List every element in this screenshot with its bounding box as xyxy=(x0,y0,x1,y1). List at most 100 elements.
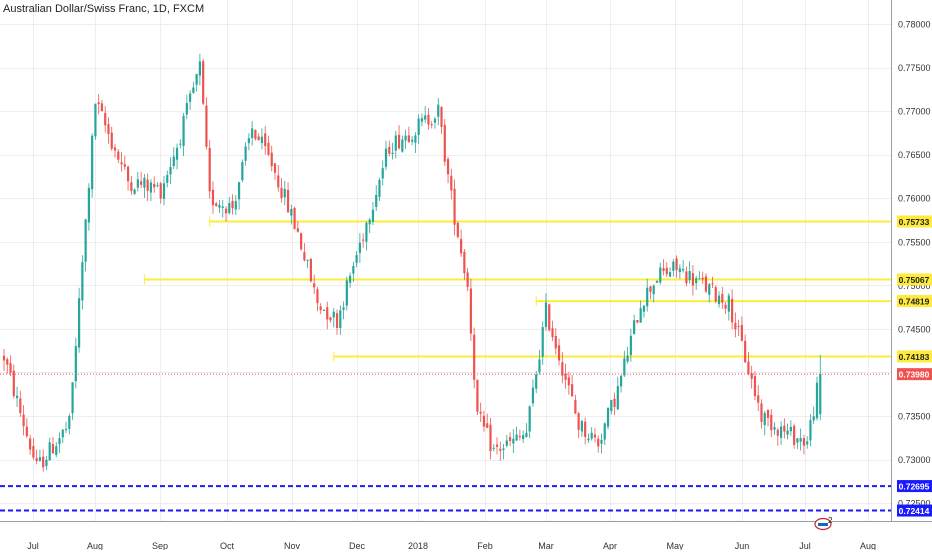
candle xyxy=(358,233,361,263)
candle-body xyxy=(162,183,166,199)
price-badge-label: 0.75733 xyxy=(899,217,930,227)
candle-body xyxy=(143,177,146,188)
time-tick-label: Oct xyxy=(220,541,235,550)
candle xyxy=(345,276,348,311)
candle-body xyxy=(411,139,414,142)
candle-body xyxy=(251,128,254,139)
candle xyxy=(753,371,757,401)
candle xyxy=(48,437,51,461)
candle xyxy=(404,129,407,149)
price-tick-label: 0.76500 xyxy=(898,150,931,160)
candle-body xyxy=(753,376,757,397)
candle-body xyxy=(642,305,646,312)
candle xyxy=(779,421,783,445)
candle xyxy=(306,259,309,268)
candle-body xyxy=(270,152,273,167)
candle xyxy=(9,355,12,377)
candle-body xyxy=(633,320,636,335)
candle xyxy=(802,434,806,455)
price-badge: 0.75733 xyxy=(897,215,932,228)
candle xyxy=(153,176,156,193)
candle-body xyxy=(397,134,401,149)
candle-body xyxy=(159,183,162,199)
candle xyxy=(518,429,521,441)
candle xyxy=(414,132,417,153)
candle-body xyxy=(802,438,806,446)
candle-body xyxy=(688,271,691,281)
candle xyxy=(270,145,273,172)
candle-body xyxy=(584,421,587,437)
candle-body xyxy=(231,200,234,209)
candle xyxy=(71,382,74,420)
candle-body xyxy=(136,179,139,188)
candle xyxy=(815,376,819,421)
candle xyxy=(87,183,90,231)
candle-body xyxy=(616,386,619,410)
candle xyxy=(149,179,153,202)
candle xyxy=(551,320,554,341)
candle xyxy=(489,417,492,460)
candle xyxy=(446,156,450,184)
candle xyxy=(528,405,531,439)
candle-body xyxy=(110,132,113,149)
candle xyxy=(704,273,708,294)
candle xyxy=(326,301,329,330)
candle xyxy=(691,265,695,296)
candle-body xyxy=(77,298,81,348)
candle-body xyxy=(799,438,802,442)
candle xyxy=(580,419,584,437)
candle xyxy=(463,248,466,280)
candle-body xyxy=(61,429,64,438)
candle-body xyxy=(224,208,228,214)
candle xyxy=(557,338,561,366)
candle-body xyxy=(796,438,799,443)
candle-body xyxy=(424,115,427,120)
candle xyxy=(322,309,326,312)
flag-icon[interactable]: 2 xyxy=(814,516,833,531)
candle-body xyxy=(218,204,221,208)
candle-body xyxy=(192,87,195,93)
candle-body xyxy=(518,436,521,438)
price-tick-label: 0.73500 xyxy=(898,411,931,421)
candle xyxy=(401,135,404,153)
candle-body xyxy=(358,242,361,253)
candle-body xyxy=(342,307,345,310)
candle-body xyxy=(202,61,205,104)
time-axis[interactable]: Jul Aug Sep Oct Nov Dec 2018 Feb Mar Apr May Jun Jul… xyxy=(27,541,876,551)
candle-body xyxy=(381,168,384,179)
candle-body xyxy=(577,413,580,430)
candle xyxy=(636,319,639,324)
candle-body xyxy=(427,114,430,125)
candle-body xyxy=(655,280,659,283)
candle xyxy=(247,133,250,151)
candle xyxy=(554,328,557,355)
candle xyxy=(505,435,508,448)
candle-body xyxy=(303,251,306,261)
candle xyxy=(639,300,642,323)
candle xyxy=(610,399,613,415)
candle-body xyxy=(600,439,603,444)
candle xyxy=(443,118,446,167)
candle xyxy=(469,278,472,342)
candle-body xyxy=(123,164,126,167)
candle-body xyxy=(779,426,783,438)
candle-body xyxy=(12,370,15,397)
candle xyxy=(365,221,368,251)
candle-body xyxy=(750,373,753,379)
candle xyxy=(606,407,610,430)
candle-body xyxy=(629,335,632,356)
candle xyxy=(682,260,685,273)
candle xyxy=(55,441,58,458)
candle xyxy=(136,172,139,192)
candle xyxy=(590,427,593,441)
candle xyxy=(476,379,479,416)
candle-body xyxy=(525,432,528,438)
candle-body xyxy=(512,438,515,444)
candle xyxy=(685,266,688,287)
candle xyxy=(172,147,175,169)
candle xyxy=(525,423,528,438)
time-tick-label: Mar xyxy=(538,541,554,550)
price-badge-label: 0.75067 xyxy=(899,275,930,285)
candle-body xyxy=(662,268,665,272)
